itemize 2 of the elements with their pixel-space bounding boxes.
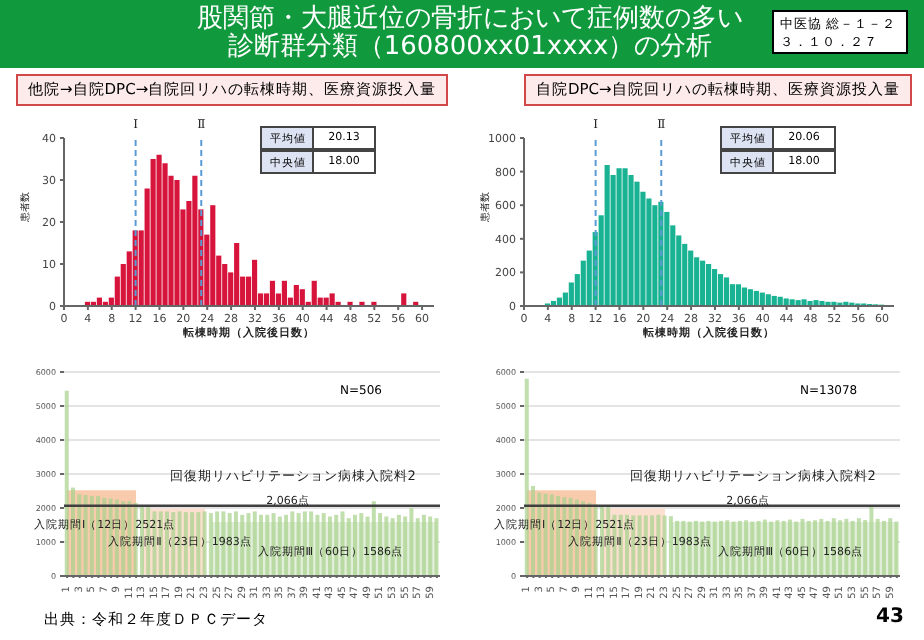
chart-title: 股関節・大腿近位の骨折において症例数の多い診断群分類（160800xx01xxxx）の分析 (195, 4, 745, 62)
text: 43 (876, 606, 904, 628)
